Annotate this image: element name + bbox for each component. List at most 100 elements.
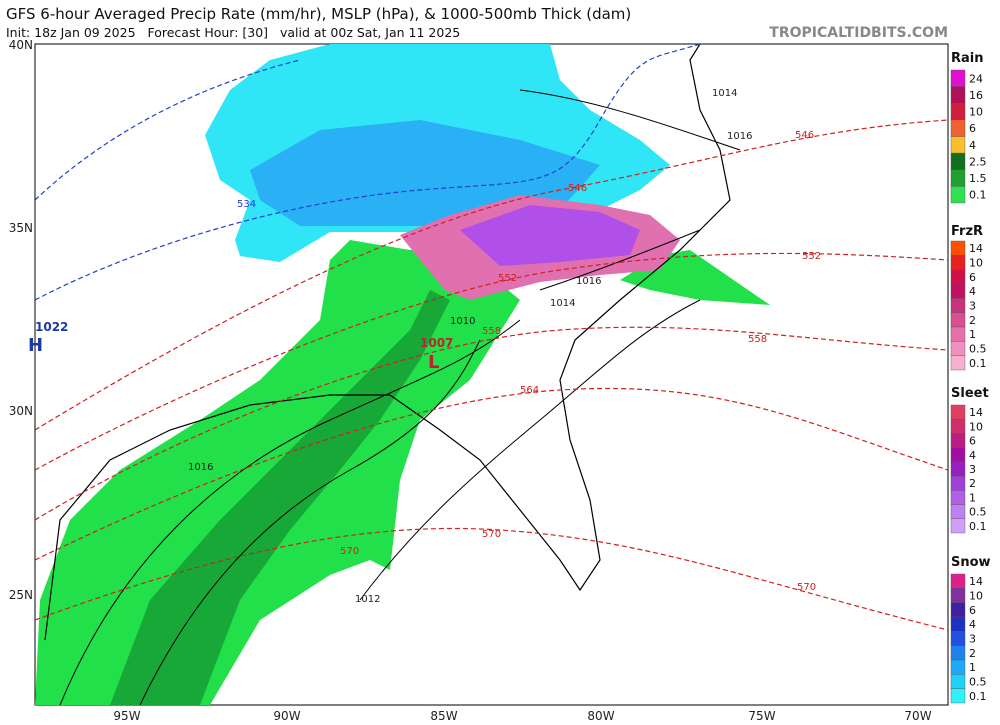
legend-label: 2 (969, 314, 976, 327)
legend-label: 4 (969, 449, 976, 462)
lat-label: 35N (9, 221, 33, 235)
legend-swatch (950, 186, 966, 204)
thickness-label: 546 (568, 183, 587, 194)
legend-swatch (950, 573, 966, 589)
legend-label: 0.1 (969, 357, 987, 370)
pressure-label: 1014 (712, 88, 737, 99)
rain-darkgreen (110, 290, 450, 705)
legend-label: 1 (969, 328, 976, 341)
legend-label: 10 (969, 420, 983, 433)
legend-label: 14 (969, 406, 983, 419)
lon-label: 90W (273, 709, 300, 723)
legend-label: 4 (969, 285, 976, 298)
thickness-label: 552 (802, 251, 821, 262)
legend-swatch (950, 433, 966, 448)
legend-swatch (950, 475, 966, 491)
pressure-label: 1016 (727, 131, 752, 142)
legend-swatch (950, 447, 966, 463)
legend-label: 0.1 (969, 189, 987, 202)
legend: Rain241610642.51.50.1FrzR1410643210.50.1… (950, 51, 991, 704)
thickness-label: 534 (237, 199, 256, 210)
legend-swatch (950, 136, 966, 154)
legend-swatch (950, 419, 966, 434)
low-marker: L (428, 352, 439, 373)
legend-label: 10 (969, 257, 983, 270)
legend-swatch (950, 645, 966, 661)
thickness-label: 570 (797, 582, 816, 593)
thickness-contour-blue (35, 44, 701, 301)
legend-swatch (950, 86, 966, 104)
lat-label: 40N (9, 38, 33, 52)
mslp-contour (59, 89, 741, 705)
legend-swatch (950, 69, 966, 87)
legend-swatch (950, 283, 966, 299)
subtitle: Init: 18z Jan 09 2025 Forecast Hour: [30… (6, 25, 460, 40)
coastline (44, 44, 731, 641)
lon-label: 85W (430, 709, 457, 723)
legend-label: 2 (969, 647, 976, 660)
legend-label: 1 (969, 661, 976, 674)
high-marker: H (28, 335, 43, 356)
legend-swatch (950, 659, 966, 675)
pressure-label: 1007 (420, 336, 453, 350)
thickness-label: 546 (795, 130, 814, 141)
thickness-label: 570 (482, 529, 501, 540)
thickness-label: 558 (748, 334, 767, 345)
legend-swatch (950, 152, 966, 170)
title: GFS 6-hour Averaged Precip Rate (mm/hr),… (6, 5, 631, 23)
legend-title: FrzR (951, 224, 983, 239)
legend-label: 6 (969, 604, 976, 617)
legend-swatch (950, 103, 966, 121)
legend-label: 6 (969, 271, 976, 284)
legend-label: 10 (969, 106, 983, 119)
pressure-label: 1010 (450, 316, 475, 327)
legend-title: Sleet (951, 386, 989, 401)
legend-label: 3 (969, 300, 976, 313)
legend-swatch (950, 674, 966, 689)
legend-swatch (950, 404, 966, 420)
legend-swatch (950, 518, 966, 534)
legend-swatch (950, 616, 966, 632)
lat-label: 25N (9, 588, 33, 602)
legend-label: 0.1 (969, 690, 987, 703)
lon-label: 70W (904, 709, 931, 723)
lon-label: 95W (113, 709, 140, 723)
legend-label: 4 (969, 618, 976, 631)
legend-label: 3 (969, 463, 976, 476)
legend-label: 0.5 (969, 506, 987, 519)
legend-label: 10 (969, 590, 983, 603)
legend-label: 4 (969, 139, 976, 152)
legend-label: 14 (969, 575, 983, 588)
legend-label: 1.5 (969, 172, 987, 185)
legend-swatch (950, 312, 966, 328)
pressure-label: 1022 (35, 320, 68, 334)
legend-swatch (950, 269, 966, 285)
thickness-label: 552 (498, 273, 517, 284)
axes: 40N 35N 30N 25N 95W 90W 85W 80W 75W 70W (9, 38, 932, 723)
legend-swatch (950, 341, 966, 356)
legend-title: Rain (951, 51, 984, 66)
legend-swatch (950, 169, 966, 187)
pressure-label: 1016 (576, 276, 601, 287)
lon-label: 75W (748, 709, 775, 723)
legend-label: 0.5 (969, 676, 987, 689)
legend-label: 6 (969, 122, 976, 135)
legend-swatch (950, 355, 966, 371)
legend-label: 2.5 (969, 155, 987, 168)
lon-label: 80W (587, 709, 614, 723)
pressure-label: 1012 (355, 594, 380, 605)
map: 1022 H 1007 L 1014 1016 1016 1014 1010 1… (28, 43, 949, 706)
legend-label: 0.1 (969, 520, 987, 533)
legend-swatch (950, 490, 966, 505)
legend-swatch (950, 461, 966, 477)
thickness-contour-red (35, 119, 948, 631)
pressure-label: 1014 (550, 298, 575, 309)
legend-title: Snow (951, 555, 991, 570)
brand: TROPICALTIDBITS.COM (769, 25, 948, 41)
pressure-label: 1016 (188, 462, 213, 473)
legend-swatch (950, 588, 966, 603)
legend-swatch (950, 298, 966, 313)
lat-label: 30N (9, 404, 33, 418)
legend-swatch (950, 602, 966, 618)
